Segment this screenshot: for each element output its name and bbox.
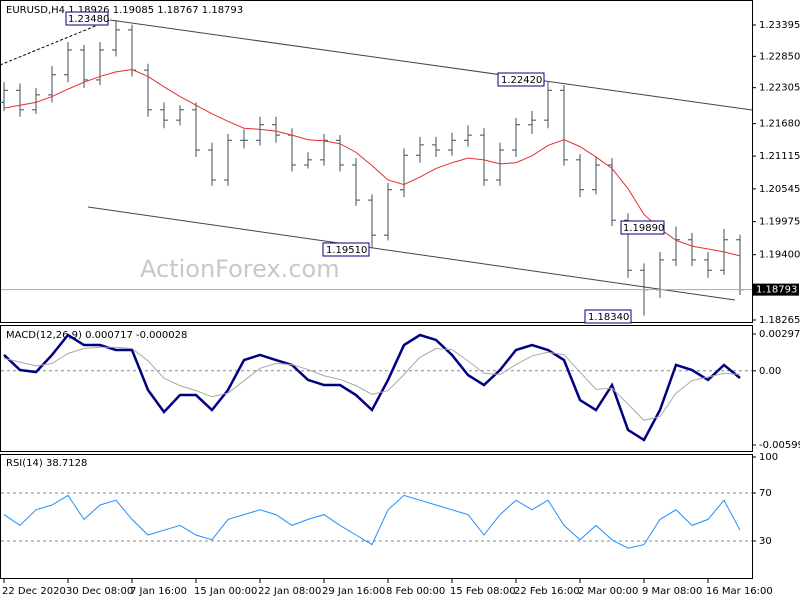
x-tick-label: 7 Jan 16:00 (130, 586, 187, 597)
macd-panel (0, 325, 753, 452)
annotation: 1.22420 (501, 75, 542, 86)
y-tick-label: 1.23395 (759, 20, 800, 31)
price-panel (0, 0, 753, 323)
annotation-box (497, 72, 545, 87)
y-tick-label: 70 (759, 488, 772, 499)
y-tick-label: 1.21680 (759, 119, 800, 130)
y-tick-label: 100 (759, 452, 778, 463)
last-price-label: 1.18793 (756, 285, 797, 296)
x-tick-label: 8 Feb 00:00 (386, 586, 445, 597)
y-tick-label: 30 (759, 536, 772, 547)
y-tick-label: 1.22850 (759, 51, 800, 62)
rsi-panel (0, 454, 753, 579)
channel-line (87, 206, 736, 301)
y-tick-label: 1.20545 (759, 184, 800, 195)
x-tick-label: 9 Mar 08:00 (642, 586, 702, 597)
annotation-box (584, 309, 632, 324)
annotation: 1.23480 (68, 14, 109, 25)
indicator-line (3, 333, 741, 442)
y-tick-label: -0.005996 (759, 440, 800, 451)
x-tick-label: 30 Dec 08:00 (66, 586, 133, 597)
x-tick-label: 2 Mar 00:00 (578, 586, 638, 597)
x-tick-label: 22 Jan 08:00 (258, 586, 321, 597)
y-tick-label: 0.00 (759, 366, 781, 377)
annotation-box (65, 11, 109, 26)
indicator-line (3, 346, 741, 421)
x-tick-label: 15 Jan 00:00 (194, 586, 257, 597)
x-tick-label: 15 Feb 08:00 (450, 586, 516, 597)
channel-line (109, 19, 753, 111)
annotation: 1.18340 (588, 312, 629, 323)
price-title: EURUSD,H4 1.18926 1.19085 1.18767 1.1879… (6, 5, 243, 16)
annotation-box (322, 242, 370, 257)
x-tick-label: 16 Mar 16:00 (706, 586, 773, 597)
y-tick-label: 1.19400 (759, 250, 800, 261)
x-tick-label: 22 Dec 2020 (2, 586, 66, 597)
annotations: 1.23480 1.22420 1.19890 1.19510 1.18340 (65, 11, 665, 324)
last-price-tag (753, 283, 799, 296)
indicator-line (3, 494, 741, 549)
annotation: 1.19890 (623, 223, 664, 234)
moving-average (3, 69, 741, 257)
y-tick-label: 1.21115 (759, 151, 800, 162)
rsi-title: RSI(14) 38.7128 (6, 458, 87, 469)
x-tick-label: 22 Feb 16:00 (514, 586, 580, 597)
y-tick-label: 1.19975 (759, 217, 800, 228)
y-tick-label: 1.22305 (759, 83, 800, 94)
y-tick-label: 1.18265 (759, 315, 800, 326)
annotation-box (620, 220, 665, 235)
macd-title: MACD(12,26,9) 0.000717 -0.000028 (6, 330, 187, 341)
x-tick-label: 29 Jan 16:00 (322, 586, 385, 597)
annotation: 1.19510 (326, 245, 367, 256)
watermark: ActionForex.com (140, 255, 340, 283)
y-tick-label: 0.002973 (759, 329, 800, 340)
